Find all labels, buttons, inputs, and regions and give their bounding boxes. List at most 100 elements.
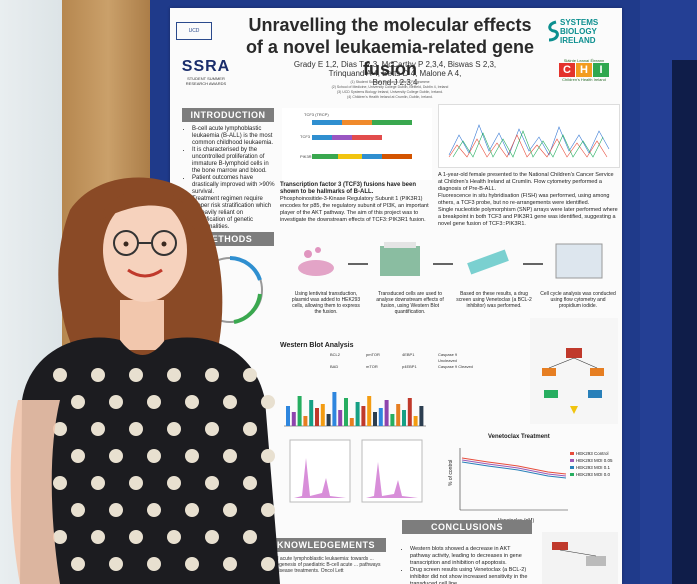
methods-steps: Using lentiviral transduction, plasmid w… bbox=[288, 291, 618, 315]
wb-bar bbox=[396, 404, 401, 426]
case-paragraph: Single nucleotide polymorphism (SNP) arr… bbox=[438, 207, 618, 227]
dress-flower bbox=[53, 530, 67, 544]
dress-flower bbox=[129, 530, 143, 544]
western-blot-bar-chart bbox=[284, 392, 426, 427]
dress-flower bbox=[129, 368, 143, 382]
dress-flower bbox=[223, 449, 237, 463]
poster-title-line2: of a novel leukaemia-related gene fusion bbox=[245, 37, 535, 79]
wb-bar bbox=[373, 412, 377, 426]
dress-flower bbox=[185, 449, 199, 463]
tcf3-description: Transcription factor 3 (TCF3) fusions ha… bbox=[280, 182, 430, 224]
intro-bullet: Patient outcomes have drastically improv… bbox=[192, 175, 276, 196]
wb-bar bbox=[291, 412, 296, 426]
ssra-logo-sub2: RESEARCH AWARDS bbox=[185, 81, 227, 86]
affiliation-2: (2) School of Medicine, University Colle… bbox=[331, 85, 449, 89]
conclusion-diagram bbox=[542, 532, 618, 584]
tcf3-description-title: Transcription factor 3 (TCF3) fusions ha… bbox=[280, 182, 417, 195]
wb-bar bbox=[326, 414, 331, 426]
wb-bar bbox=[407, 398, 412, 426]
ssra-logo: SSRA STUDENT SUMMER RESEARCH AWARDS bbox=[176, 58, 236, 86]
wb-bar bbox=[390, 414, 395, 426]
intro-bullet: It is characterised by the uncontrolled … bbox=[192, 147, 276, 175]
dress-flower bbox=[109, 503, 123, 517]
wb-bar bbox=[338, 410, 343, 426]
dress-flower bbox=[243, 530, 257, 544]
wb-bar bbox=[367, 396, 372, 426]
venetoclax-title: Venetoclax Treatment bbox=[488, 434, 550, 440]
chi-letter-h: H bbox=[576, 63, 592, 77]
dress-flower bbox=[185, 557, 199, 571]
dress-flower bbox=[109, 557, 123, 571]
ssra-logo-text: SSRA bbox=[181, 58, 231, 75]
dark-panel-edge bbox=[672, 60, 697, 584]
dress-flower bbox=[223, 395, 237, 409]
chi-letter-c: C bbox=[559, 63, 575, 77]
wb-legend-item: BCL2 bbox=[330, 352, 341, 357]
methods-flow: Using lentiviral transduction, plasmid w… bbox=[288, 236, 618, 321]
wb-bar bbox=[344, 398, 348, 426]
case-description: A 1-year-old female presented to the Nat… bbox=[438, 172, 618, 228]
dress-flower bbox=[205, 476, 219, 490]
wb-bar bbox=[349, 418, 354, 426]
methods-icons bbox=[298, 242, 603, 279]
wb-legend-item: Caspase 9 Uncleaved bbox=[438, 352, 458, 363]
introduction-text: B-cell acute lymphoblastic leukaemia (B-… bbox=[184, 126, 276, 231]
poster-title: Unravelling the molecular effects of a n… bbox=[225, 14, 555, 80]
wb-bar bbox=[315, 408, 319, 426]
case-paragraph: A 1-year-old female presented to the Nat… bbox=[438, 172, 614, 192]
dress-flower bbox=[91, 530, 105, 544]
method-step: Based on these results, a drug screen us… bbox=[456, 291, 532, 309]
dress-flower bbox=[223, 557, 237, 571]
wb-legend-item: BAD bbox=[330, 364, 339, 369]
dress-flower bbox=[167, 368, 181, 382]
dress-flower bbox=[167, 530, 181, 544]
systems-biology-ireland-logo: SYSTEMS BIOLOGY IRELAND bbox=[548, 18, 620, 45]
chromatogram-figure bbox=[438, 104, 620, 168]
chi-logo-sub: Children's Health Ireland bbox=[562, 77, 606, 82]
wb-bar bbox=[320, 404, 325, 426]
affiliation-1: (1) Student Summer Research Awards Progr… bbox=[350, 80, 430, 84]
method-step: Cell cycle analysis was conducted using … bbox=[540, 291, 616, 309]
sbi-logo-line3: IRELAND bbox=[560, 36, 596, 45]
dress-flower bbox=[147, 557, 161, 571]
chi-letters: C H I bbox=[550, 63, 618, 77]
authors-line2: Bond J 2,3,4 bbox=[372, 78, 418, 87]
western-blot-legend: BCL2 pmTOR 4EBP1 Caspase 9 Uncleaved BAD… bbox=[330, 352, 474, 370]
poster-affiliations: (1) Student Summer Research Awards Progr… bbox=[290, 80, 490, 100]
dress-flower bbox=[185, 503, 199, 517]
venetoclax-legend-item: HEK293 Control bbox=[576, 451, 609, 456]
dress-flower bbox=[91, 368, 105, 382]
wb-legend-item: pmTOR bbox=[366, 352, 380, 357]
dress-flower bbox=[147, 395, 161, 409]
dress-flower bbox=[71, 395, 85, 409]
affiliation-4: (4) Children's Health Ireland at Crumlin… bbox=[347, 95, 433, 99]
poster-authors: Grady E 1,2, Dias T 2,3, McCarthy P 2,3,… bbox=[280, 60, 510, 87]
wb-bar bbox=[309, 400, 314, 426]
conclusion-bullet: Drug screen results using Venetoclax (a … bbox=[410, 567, 532, 584]
conclusions-heading: CONCLUSIONS bbox=[402, 520, 532, 534]
dress-flower bbox=[129, 476, 143, 490]
dress-flower bbox=[261, 503, 275, 517]
western-blot-title: Western Blot Analysis bbox=[280, 342, 354, 349]
wb-bar bbox=[378, 408, 383, 426]
dress-flower bbox=[167, 476, 181, 490]
ssra-logo-sub1: STUDENT SUMMER bbox=[187, 76, 225, 81]
affiliation-3: (3) UCD Systems Biology Ireland, Univers… bbox=[336, 90, 443, 94]
wb-bar bbox=[332, 392, 337, 426]
sbi-logo-line1: SYSTEMS bbox=[560, 18, 599, 27]
sbi-swirl-icon bbox=[548, 20, 559, 42]
dress-flower bbox=[53, 422, 67, 436]
flow-cytometry-histograms bbox=[289, 439, 423, 503]
chi-logo: Sláinte Leanaí Éireann C H I Children's … bbox=[550, 58, 618, 82]
gene-label: PIK3R1 bbox=[300, 154, 315, 159]
venetoclax-ylabel: % of control bbox=[448, 460, 454, 486]
wb-bar bbox=[303, 416, 308, 426]
sbi-logo-line2: BIOLOGY bbox=[560, 27, 597, 36]
wb-bar bbox=[297, 396, 302, 426]
wb-legend-item: 4EBP1 bbox=[402, 352, 415, 357]
chi-logo-top: Sláinte Leanaí Éireann bbox=[563, 58, 605, 63]
dress-flower bbox=[205, 368, 219, 382]
ucd-logo: UCD bbox=[176, 22, 212, 40]
dress-flower bbox=[147, 449, 161, 463]
presenter-person bbox=[10, 177, 280, 584]
